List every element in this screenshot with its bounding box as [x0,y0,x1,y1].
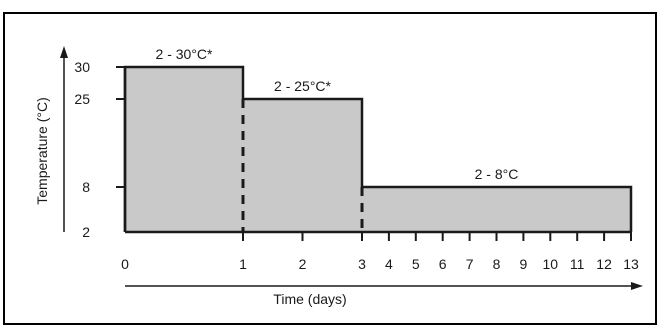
step-area-1 [243,99,362,232]
y-tick-label-2: 2 [82,224,90,240]
x-tick-label-11: 11 [570,256,585,272]
step-outline [123,65,633,232]
x-tick-label-13: 13 [623,256,639,272]
y-tick-label-30: 30 [74,59,90,75]
step-area-0 [125,67,243,232]
step-area-2 [362,187,631,232]
x-tick-label-0: 0 [121,256,129,272]
x-axis-label: Time (days) [273,291,346,307]
step-label-1: 2 - 25°C* [274,78,332,94]
y-arrow-head [60,46,68,58]
x-tick-label-1: 1 [239,256,247,272]
x-tick-label-7: 7 [466,256,474,272]
x-tick-label-9: 9 [520,256,528,272]
x-tick-label-5: 5 [412,256,420,272]
y-tick-label-25: 25 [74,91,90,107]
x-tick-label-4: 4 [385,256,393,272]
time-arrow-head [631,282,643,290]
step-label-0: 2 - 30°C* [156,46,214,62]
step-label-2: 2 - 8°C [475,166,519,182]
y-axis-label: Temperature (°C) [34,97,50,205]
x-tick-label-10: 10 [543,256,559,272]
x-tick-label-12: 12 [596,256,612,272]
x-tick-label-3: 3 [358,256,366,272]
x-tick-label-8: 8 [493,256,501,272]
x-tick-label-2: 2 [299,256,307,272]
x-tick-label-6: 6 [439,256,447,272]
y-tick-label-8: 8 [82,179,90,195]
